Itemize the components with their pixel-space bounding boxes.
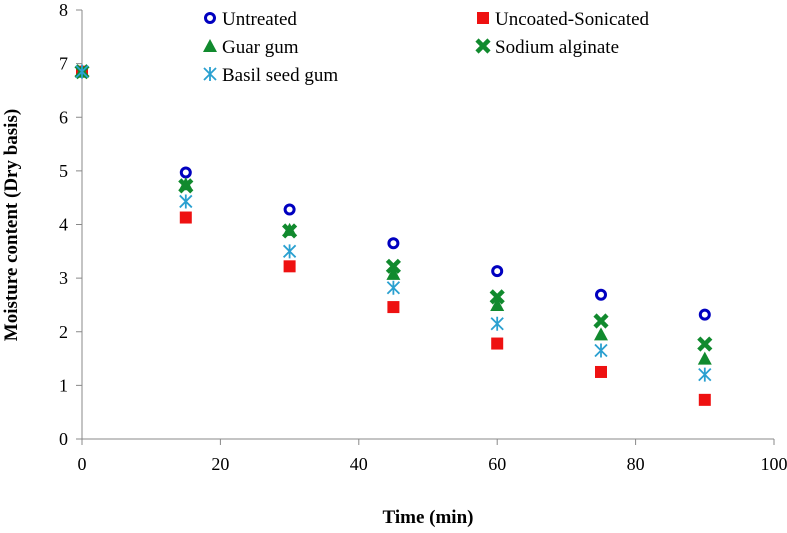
- point-basil-seed-gum: [491, 317, 503, 331]
- point-uncoated-sonicated: [491, 338, 503, 350]
- point-sodium-alginate: [595, 315, 607, 327]
- y-tick-label: 5: [59, 161, 68, 181]
- y-tick-label: 6: [59, 107, 68, 127]
- point-sodium-alginate: [699, 338, 711, 350]
- y-tick-label: 7: [59, 54, 68, 74]
- point-untreated: [389, 239, 398, 248]
- point-uncoated-sonicated: [699, 394, 711, 406]
- point-untreated: [700, 310, 709, 319]
- x-tick-label: 0: [78, 454, 87, 474]
- y-tick-label: 0: [59, 429, 68, 449]
- legend-label: Untreated: [222, 9, 297, 30]
- point-basil-seed-gum: [595, 344, 607, 358]
- legend-marker: [206, 14, 215, 23]
- point-guar-gum: [698, 352, 712, 365]
- legend-marker: [477, 12, 489, 24]
- y-axis-label: Moisture content (Dry basis): [1, 109, 22, 341]
- point-uncoated-sonicated: [180, 212, 192, 224]
- y-tick-label: 2: [59, 322, 68, 342]
- x-tick-label: 60: [488, 454, 506, 474]
- point-uncoated-sonicated: [284, 260, 296, 272]
- x-tick-label: 20: [211, 454, 229, 474]
- point-untreated: [181, 168, 190, 177]
- x-axis-label: Time (min): [383, 507, 474, 528]
- x-tick-label: 40: [350, 454, 368, 474]
- point-guar-gum: [594, 327, 608, 340]
- legend-label: Uncoated-Sonicated: [495, 9, 650, 30]
- point-untreated: [597, 290, 606, 299]
- legend-marker: [204, 67, 216, 81]
- legend-marker: [203, 39, 217, 52]
- y-tick-label: 8: [59, 0, 68, 20]
- legend: Untreated Uncoated-Sonicated Guar gum Sodiu…: [203, 9, 650, 86]
- point-basil-seed-gum: [180, 194, 192, 208]
- legend-label: Sodium alginate: [495, 37, 619, 58]
- x-tick-label: 80: [627, 454, 645, 474]
- legend-marker: [477, 40, 489, 52]
- point-basil-seed-gum: [387, 281, 399, 295]
- y-tick-label: 4: [59, 215, 68, 235]
- y-tick-label: 1: [59, 375, 68, 395]
- y-tick-label: 3: [59, 268, 68, 288]
- point-untreated: [285, 205, 294, 214]
- point-uncoated-sonicated: [387, 301, 399, 313]
- point-untreated: [493, 267, 502, 276]
- point-basil-seed-gum: [699, 368, 711, 382]
- point-uncoated-sonicated: [595, 366, 607, 378]
- legend-label: Basil seed gum: [222, 65, 338, 86]
- legend-label: Guar gum: [222, 37, 299, 58]
- x-tick-label: 100: [761, 454, 787, 474]
- point-basil-seed-gum: [284, 244, 296, 258]
- data-points: [75, 65, 712, 406]
